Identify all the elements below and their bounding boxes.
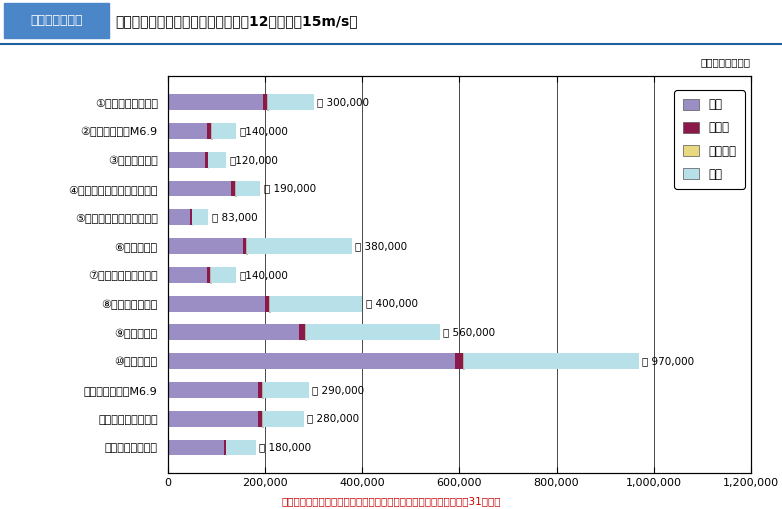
Legend: 揺れ, 液状化, 急傾斜地, 火災: 揺れ, 液状化, 急傾斜地, 火災	[674, 90, 744, 189]
Bar	[211, 267, 236, 283]
Text: 約 180,000: 約 180,000	[259, 442, 311, 453]
Bar	[210, 267, 211, 283]
Bar	[305, 324, 307, 341]
Bar	[300, 324, 305, 341]
Text: 約140,000: 約140,000	[239, 126, 289, 136]
Bar	[231, 181, 235, 196]
Bar	[168, 353, 454, 369]
Bar	[168, 296, 265, 312]
Bar	[236, 181, 260, 196]
Bar	[465, 353, 639, 369]
Bar	[168, 411, 258, 427]
Text: 各地震で想定される建物被害（冬昼12時，風速15m/s）: 各地震で想定される建物被害（冬昼12時，風速15m/s）	[116, 14, 358, 28]
Text: 約 290,000: 約 290,000	[312, 385, 364, 395]
Bar	[209, 152, 227, 168]
Bar	[211, 123, 212, 139]
Bar	[269, 296, 270, 312]
Bar	[246, 238, 247, 254]
Bar	[212, 123, 236, 139]
Bar	[168, 238, 243, 254]
Bar	[265, 296, 269, 312]
Bar	[224, 439, 226, 456]
Bar	[168, 94, 263, 110]
Bar	[235, 181, 236, 196]
Text: 約 380,000: 約 380,000	[355, 241, 407, 251]
Bar	[207, 123, 211, 139]
Bar	[463, 353, 465, 369]
Bar	[262, 382, 263, 398]
Bar	[207, 267, 210, 283]
Text: 約140,000: 約140,000	[239, 270, 289, 280]
Bar	[168, 152, 205, 168]
Bar	[270, 296, 362, 312]
Bar	[168, 382, 258, 398]
Bar	[258, 382, 262, 398]
Bar	[263, 382, 309, 398]
Bar	[168, 324, 300, 341]
Bar	[168, 209, 190, 225]
Bar	[247, 238, 352, 254]
Bar	[205, 152, 208, 168]
Text: 約 190,000: 約 190,000	[264, 184, 316, 193]
Text: （全壊棟数：棟）: （全壊棟数：棟）	[701, 58, 751, 68]
Text: 図２－３－５２: 図２－３－５２	[30, 14, 83, 27]
Text: 約 280,000: 約 280,000	[307, 414, 360, 423]
Bar	[262, 411, 263, 427]
Bar	[168, 439, 224, 456]
Text: 約 970,000: 約 970,000	[643, 356, 694, 366]
Bar	[243, 238, 246, 254]
Bar	[307, 324, 440, 341]
Bar	[454, 353, 463, 369]
Bar	[190, 209, 192, 225]
Text: 約 83,000: 約 83,000	[212, 212, 257, 222]
Bar	[192, 209, 209, 225]
Bar	[258, 411, 262, 427]
Bar	[168, 181, 231, 196]
Bar	[267, 94, 314, 110]
Text: 出典：中央防災会議「東南海，南海地震等に関する専門調査会」第31回資料: 出典：中央防災会議「東南海，南海地震等に関する専門調査会」第31回資料	[282, 496, 500, 506]
Text: 約 400,000: 約 400,000	[366, 299, 418, 308]
FancyBboxPatch shape	[4, 4, 109, 38]
Bar	[168, 123, 207, 139]
Text: 約120,000: 約120,000	[230, 155, 278, 165]
Bar	[227, 439, 256, 456]
Bar	[263, 411, 304, 427]
Text: 約 300,000: 約 300,000	[317, 97, 369, 107]
Text: 約 560,000: 約 560,000	[443, 327, 496, 337]
Bar	[168, 267, 207, 283]
Bar	[263, 94, 267, 110]
